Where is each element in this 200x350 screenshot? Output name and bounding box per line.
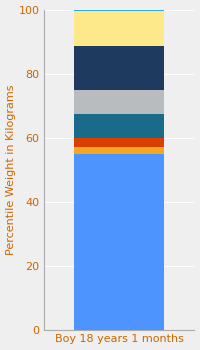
Y-axis label: Percentile Weight in Kilograms: Percentile Weight in Kilograms xyxy=(6,84,16,255)
Bar xyxy=(74,90,164,113)
Bar xyxy=(74,154,164,330)
Bar xyxy=(74,46,164,90)
Bar xyxy=(74,147,164,154)
Bar xyxy=(74,11,164,46)
Bar xyxy=(74,138,164,147)
Bar xyxy=(74,113,164,138)
Bar xyxy=(74,0,164,11)
